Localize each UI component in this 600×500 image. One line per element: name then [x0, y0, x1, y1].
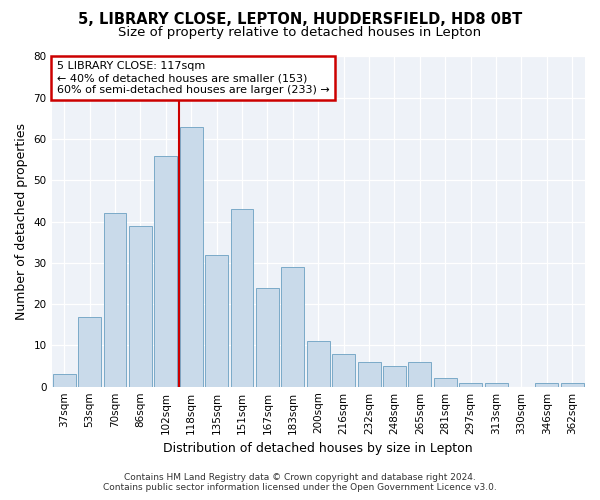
Bar	[53, 374, 76, 386]
Bar	[332, 354, 355, 386]
Bar	[256, 288, 279, 386]
X-axis label: Distribution of detached houses by size in Lepton: Distribution of detached houses by size …	[163, 442, 473, 455]
Bar	[434, 378, 457, 386]
Bar	[205, 254, 228, 386]
Bar	[358, 362, 380, 386]
Bar	[129, 226, 152, 386]
Bar	[78, 316, 101, 386]
Bar	[409, 362, 431, 386]
Text: 5, LIBRARY CLOSE, LEPTON, HUDDERSFIELD, HD8 0BT: 5, LIBRARY CLOSE, LEPTON, HUDDERSFIELD, …	[78, 12, 522, 28]
Text: Contains HM Land Registry data © Crown copyright and database right 2024.
Contai: Contains HM Land Registry data © Crown c…	[103, 473, 497, 492]
Y-axis label: Number of detached properties: Number of detached properties	[15, 123, 28, 320]
Bar	[561, 382, 584, 386]
Bar	[281, 267, 304, 386]
Bar	[154, 156, 177, 386]
Bar	[535, 382, 559, 386]
Bar	[307, 342, 330, 386]
Bar	[485, 382, 508, 386]
Bar	[230, 209, 253, 386]
Bar	[383, 366, 406, 386]
Text: 5 LIBRARY CLOSE: 117sqm
← 40% of detached houses are smaller (153)
60% of semi-d: 5 LIBRARY CLOSE: 117sqm ← 40% of detache…	[57, 62, 329, 94]
Bar	[180, 126, 203, 386]
Bar	[104, 214, 127, 386]
Text: Size of property relative to detached houses in Lepton: Size of property relative to detached ho…	[118, 26, 482, 39]
Bar	[459, 382, 482, 386]
